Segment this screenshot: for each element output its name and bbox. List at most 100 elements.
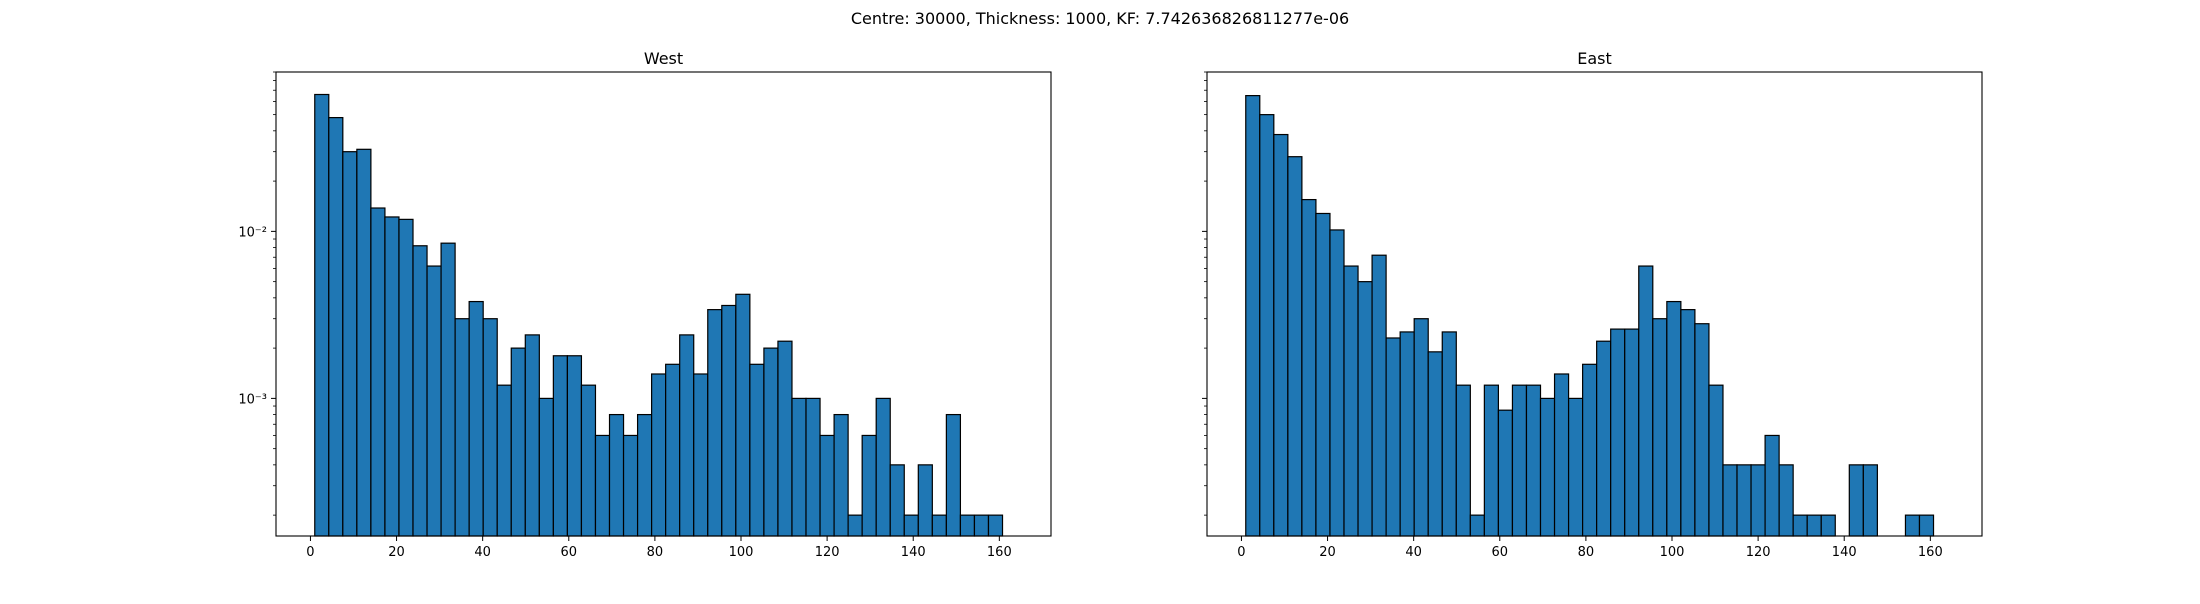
histogram-bar bbox=[833, 413, 849, 537]
chart-panel-east: East 0 20 40 60 80 100 120 140 160 bbox=[1202, 49, 1983, 560]
histogram-bar bbox=[1666, 300, 1682, 537]
histogram-bar bbox=[707, 309, 723, 537]
x-tick-label: 120 bbox=[815, 545, 840, 560]
histogram-bar bbox=[945, 413, 962, 537]
x-tick-label: 60 bbox=[1492, 545, 1509, 560]
histogram-bar bbox=[721, 304, 737, 537]
x-tick-label: 0 bbox=[1237, 545, 1245, 560]
x-tick-label: 100 bbox=[729, 545, 754, 560]
histogram-bar bbox=[1469, 514, 1485, 537]
x-tick-label: 20 bbox=[1319, 545, 1336, 560]
histogram-bar bbox=[679, 334, 695, 537]
histogram-bar bbox=[875, 397, 891, 537]
histogram-bar bbox=[566, 355, 583, 537]
histogram-bar bbox=[1638, 265, 1654, 537]
histogram-bar bbox=[1371, 254, 1387, 537]
x-tick-label: 0 bbox=[306, 545, 314, 560]
histogram-bar bbox=[1736, 464, 1752, 537]
histogram-bar bbox=[510, 347, 526, 537]
histogram-bar bbox=[622, 434, 639, 537]
histogram-bar bbox=[1567, 397, 1584, 537]
histogram-bar bbox=[749, 363, 765, 537]
histogram-bar bbox=[1441, 331, 1457, 537]
axes-title: East bbox=[1577, 49, 1612, 68]
x-tick-label: 140 bbox=[1832, 545, 1857, 560]
x-tick-label: 20 bbox=[388, 545, 405, 560]
histogram-bar bbox=[1511, 384, 1528, 537]
histogram-bar bbox=[1427, 351, 1443, 537]
x-tick-label: 160 bbox=[987, 545, 1012, 560]
histogram-bar bbox=[889, 464, 905, 537]
histogram-bar bbox=[777, 340, 793, 537]
histogram-bar bbox=[1848, 464, 1864, 537]
histogram-bar bbox=[1764, 434, 1780, 537]
axes-title: West bbox=[644, 49, 683, 68]
histogram-bar bbox=[931, 514, 947, 537]
histogram-bar bbox=[1918, 514, 1935, 537]
histogram-bar bbox=[398, 218, 414, 537]
histogram-bar bbox=[370, 207, 386, 537]
histogram-bar bbox=[973, 514, 990, 537]
histogram-bar bbox=[552, 355, 569, 537]
histogram-bar bbox=[1694, 323, 1710, 537]
histogram-bar bbox=[987, 514, 1004, 537]
histogram-bar bbox=[1904, 514, 1921, 537]
histogram-bar bbox=[1820, 514, 1836, 537]
histogram-bar bbox=[1582, 363, 1598, 537]
histogram-bar bbox=[1624, 328, 1640, 537]
histogram-bar bbox=[1778, 464, 1794, 537]
histogram-bar bbox=[580, 384, 597, 537]
histogram-bar bbox=[1413, 318, 1429, 537]
histogram-bar bbox=[735, 293, 751, 537]
x-tick-label: 140 bbox=[901, 545, 926, 560]
histogram-bar bbox=[356, 148, 372, 537]
histogram-bar bbox=[538, 397, 554, 537]
histogram-bar bbox=[1680, 309, 1696, 537]
histogram-bar bbox=[861, 434, 877, 537]
x-tick-label: 40 bbox=[474, 545, 491, 560]
histogram-bar bbox=[636, 413, 653, 537]
histogram-bar bbox=[1750, 464, 1766, 537]
histogram-bar bbox=[1806, 514, 1822, 537]
histogram-bar bbox=[1287, 156, 1303, 537]
histogram-bar bbox=[1385, 337, 1401, 537]
x-tick-label: 120 bbox=[1746, 545, 1771, 560]
histogram-bar bbox=[1301, 198, 1317, 537]
histogram-bar bbox=[1553, 373, 1570, 537]
histogram-bar bbox=[328, 116, 344, 537]
histogram-bar bbox=[1525, 384, 1542, 537]
histogram-bar bbox=[1259, 114, 1275, 537]
x-tick-label: 40 bbox=[1405, 545, 1422, 560]
histogram-bar bbox=[1792, 514, 1808, 537]
histogram-bar bbox=[791, 397, 807, 537]
histogram-bar bbox=[1483, 384, 1500, 537]
figure-suptitle: Centre: 30000, Thickness: 1000, KF: 7.74… bbox=[851, 9, 1349, 28]
histogram-bar bbox=[1708, 384, 1724, 537]
histogram-bar bbox=[1399, 331, 1415, 537]
histogram-bar bbox=[1610, 328, 1626, 537]
histogram-bar bbox=[1343, 265, 1359, 537]
histogram-bar bbox=[608, 413, 625, 537]
histogram-bar bbox=[665, 363, 681, 537]
histogram-bar bbox=[1455, 384, 1471, 537]
histogram-bar bbox=[1497, 409, 1514, 537]
histogram-bar bbox=[440, 242, 456, 537]
x-tick-label: 100 bbox=[1660, 545, 1685, 560]
histogram-bar bbox=[1722, 464, 1738, 537]
histogram-bar bbox=[1273, 133, 1289, 537]
chart-panel-west: West 0 20 40 60 80 100 120 140 160 10⁻³ 10⁻² bbox=[238, 49, 1052, 560]
histogram-bar bbox=[1315, 212, 1331, 537]
histogram-bar bbox=[524, 334, 540, 537]
y-tick-label: 10⁻³ bbox=[238, 392, 267, 407]
histogram-bar bbox=[903, 514, 919, 537]
histogram-bar bbox=[763, 347, 779, 537]
histogram-bar bbox=[819, 434, 835, 537]
histogram-bar bbox=[384, 216, 400, 537]
histogram-bar bbox=[693, 373, 709, 537]
histogram-bar bbox=[314, 93, 330, 537]
x-tick-label: 60 bbox=[561, 545, 578, 560]
histogram-bar bbox=[1245, 95, 1261, 537]
bars bbox=[1245, 95, 1935, 537]
histogram-bar bbox=[468, 300, 484, 537]
